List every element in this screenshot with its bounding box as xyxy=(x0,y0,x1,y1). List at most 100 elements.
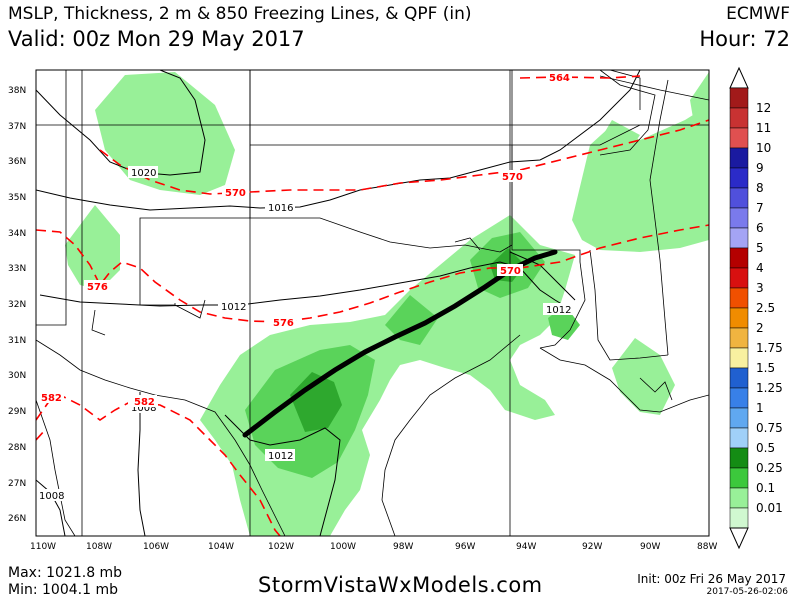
isobars xyxy=(36,70,641,536)
colorbar-swatch xyxy=(729,247,749,269)
colorbar-label: 1.75 xyxy=(756,341,783,355)
colorbar-label: 5 xyxy=(756,241,764,255)
colorbar-swatch xyxy=(729,367,749,389)
thickness-label: 570 xyxy=(502,172,523,183)
colorbar-label: 10 xyxy=(756,141,771,155)
thickness-label: 576 xyxy=(87,282,108,293)
timestamp: 2017-05-26-02:06 xyxy=(706,587,789,597)
lon-label: 96W xyxy=(455,542,475,552)
map-title: MSLP, Thickness, 2 m & 850 Freezing Line… xyxy=(8,4,472,24)
lat-label: 28N xyxy=(8,443,26,453)
colorbar-label: 1.25 xyxy=(756,381,783,395)
colorbar-label: 8 xyxy=(756,181,764,195)
qpf-colorbar: 12 11 10 9 8 7 6 5 4 3 2.5 2 1.75 1.5 1.25 1 0.75 0.5 0.25… xyxy=(729,66,783,550)
lon-label: 100W xyxy=(330,542,356,552)
map-frame xyxy=(35,69,710,537)
colorbar-swatch xyxy=(729,327,749,349)
colorbar-swatch xyxy=(729,87,749,109)
lat-label: 38N xyxy=(8,86,26,96)
colorbar-swatch xyxy=(729,287,749,309)
lat-label: 35N xyxy=(8,193,26,203)
colorbar-label: 0.01 xyxy=(756,501,783,515)
lon-label: 98W xyxy=(393,542,413,552)
init-time: Init: 00z Fri 26 May 2017 xyxy=(637,572,786,586)
colorbar-swatch xyxy=(729,307,749,329)
colorbar-label: 0.1 xyxy=(756,481,775,495)
colorbar-swatch xyxy=(729,127,749,149)
colorbar-label: 7 xyxy=(756,201,764,215)
colorbar-label: 1 xyxy=(756,401,764,415)
max-pressure: Max: 1021.8 mb xyxy=(8,565,123,581)
colorbar-label: 6 xyxy=(756,221,764,235)
lat-label: 30N xyxy=(8,371,26,381)
colorbar-label: 12 xyxy=(756,101,771,115)
lon-label: 104W xyxy=(208,542,234,552)
colorbar-swatch xyxy=(729,167,749,189)
colorbar-swatch xyxy=(729,207,749,229)
thickness-label: 570 xyxy=(225,188,246,199)
colorbar-swatch xyxy=(729,467,749,489)
colorbar-swatch xyxy=(729,507,749,529)
lon-label: 110W xyxy=(30,542,56,552)
colorbar-label: 0.75 xyxy=(756,421,783,435)
colorbar-swatch xyxy=(729,427,749,449)
lat-label: 26N xyxy=(8,514,26,524)
lon-label: 88W xyxy=(697,542,717,552)
colorbar-swatch xyxy=(729,107,749,129)
colorbar-label: 2 xyxy=(756,321,764,335)
state-borders xyxy=(36,70,709,536)
pressure-label: 1008 xyxy=(131,403,156,414)
valid-time: Valid: 00z Mon 29 May 2017 xyxy=(8,27,305,51)
colorbar-label: 9 xyxy=(756,161,764,175)
lat-label: 33N xyxy=(8,264,26,274)
colorbar-label: 3 xyxy=(756,281,764,295)
colorbar-label: 4 xyxy=(756,261,764,275)
latitude-labels: 38N 37N 36N 35N 34N 33N 32N 31N 30N 29N … xyxy=(8,86,26,524)
min-pressure: Min: 1004.1 mb xyxy=(8,582,118,598)
pressure-label: 1016 xyxy=(268,203,293,214)
colorbar-top-arrow xyxy=(729,66,749,89)
thickness-label: 582 xyxy=(41,393,62,404)
thickness-label: 576 xyxy=(273,318,294,329)
lon-label: 106W xyxy=(143,542,169,552)
pressure-label: 1008 xyxy=(39,491,64,502)
colorbar-swatch xyxy=(729,347,749,369)
lat-label: 31N xyxy=(8,336,26,346)
lat-label: 29N xyxy=(8,407,26,417)
thickness-label: 582 xyxy=(134,397,155,408)
lon-label: 108W xyxy=(86,542,112,552)
pressure-label: 1012 xyxy=(268,451,293,462)
lon-label: 102W xyxy=(268,542,294,552)
model-name: ECMWF xyxy=(726,4,790,24)
longitude-labels: 110W 108W 106W 104W 102W 100W 98W 96W 94… xyxy=(30,542,717,552)
colorbar-swatch xyxy=(729,267,749,289)
colorbar-bottom-arrow xyxy=(729,527,749,550)
colorbar-label: 0.5 xyxy=(756,441,775,455)
colorbar-swatch xyxy=(729,187,749,209)
colorbar-swatch xyxy=(729,487,749,509)
colorbar-label: 11 xyxy=(756,121,771,135)
lat-label: 36N xyxy=(8,157,26,167)
lon-label: 94W xyxy=(516,542,536,552)
thickness-labels: 564 570 570 570 576 576 582 582 xyxy=(38,71,572,408)
lat-label: 37N xyxy=(8,122,26,132)
pressure-labels: 1020 1016 1012 1012 1012 1008 1008 xyxy=(36,166,573,502)
colorbar-label: 0.25 xyxy=(756,461,783,475)
lat-label: 27N xyxy=(8,479,26,489)
lat-label: 34N xyxy=(8,229,26,239)
forecast-hour: Hour: 72 xyxy=(699,27,790,51)
colorbar-label: 2.5 xyxy=(756,301,775,315)
lon-label: 92W xyxy=(582,542,602,552)
lat-label: 32N xyxy=(8,300,26,310)
thickness-label: 570 xyxy=(500,266,521,277)
site-name: StormVistaWxModels.com xyxy=(258,573,543,597)
pressure-label: 1020 xyxy=(131,168,156,179)
colorbar-swatch xyxy=(729,407,749,429)
colorbar-label: 1.5 xyxy=(756,361,775,375)
colorbar-swatch xyxy=(729,227,749,249)
pressure-label: 1012 xyxy=(546,305,571,316)
pressure-label: 1012 xyxy=(221,302,246,313)
colorbar-swatch xyxy=(729,147,749,169)
thickness-label: 564 xyxy=(549,73,570,84)
